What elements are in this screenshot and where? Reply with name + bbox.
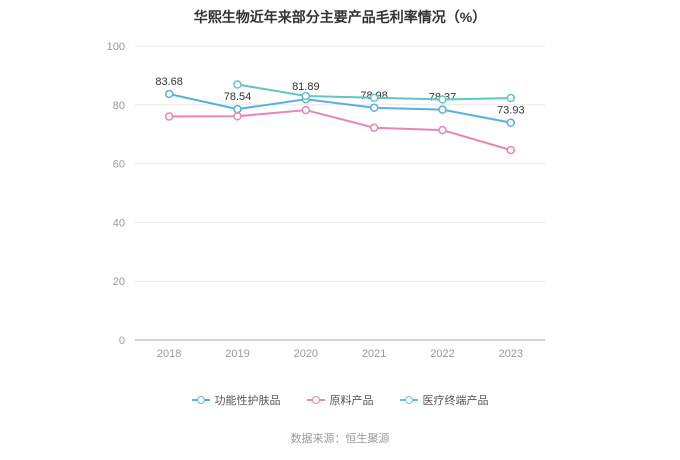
svg-text:78.54: 78.54	[224, 91, 252, 103]
svg-text:2023: 2023	[499, 348, 523, 360]
legend-label: 医疗终端产品	[422, 395, 489, 407]
svg-text:40: 40	[113, 217, 125, 229]
svg-text:81.89: 81.89	[292, 81, 320, 93]
svg-text:0: 0	[119, 335, 125, 347]
svg-text:80: 80	[113, 100, 125, 112]
svg-text:78.98: 78.98	[360, 90, 388, 102]
legend-item-raw-materials[interactable]: 原料产品	[306, 392, 374, 408]
svg-text:2018: 2018	[157, 348, 181, 360]
chart-title: 华熙生物近年来部分主要产品毛利率情况（%）	[193, 9, 487, 25]
svg-text:78.37: 78.37	[429, 92, 457, 104]
legend-marker-icon	[306, 395, 325, 405]
legend-marker-icon	[399, 395, 418, 405]
svg-text:100: 100	[107, 41, 125, 53]
svg-text:60: 60	[113, 159, 125, 171]
svg-text:2019: 2019	[225, 348, 249, 360]
svg-text:2021: 2021	[362, 348, 386, 360]
legend-label: 原料产品	[329, 395, 374, 407]
svg-text:2022: 2022	[430, 348, 454, 360]
svg-text:20: 20	[113, 276, 125, 288]
svg-text:73.93: 73.93	[497, 105, 525, 117]
legend-item-medical-terminal[interactable]: 医疗终端产品	[399, 392, 489, 408]
legend-marker-icon	[191, 395, 210, 405]
svg-text:83.68: 83.68	[155, 76, 183, 88]
data-source: 数据来源：恒生聚源	[290, 433, 390, 445]
legend-label: 功能性护肤品	[214, 395, 281, 407]
svg-text:2020: 2020	[294, 348, 318, 360]
legend-item-functional-skincare[interactable]: 功能性护肤品	[191, 392, 281, 408]
legend: 功能性护肤品 原料产品 医疗终端产品	[0, 392, 680, 408]
